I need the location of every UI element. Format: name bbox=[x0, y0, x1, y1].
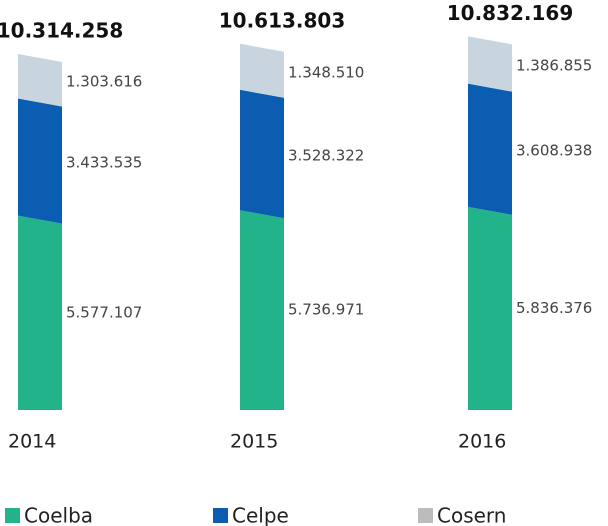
bar-segment bbox=[468, 83, 512, 215]
value-label: 5.836.376 bbox=[516, 299, 592, 317]
value-label: 5.577.107 bbox=[66, 303, 142, 321]
value-label: 1.303.616 bbox=[66, 73, 142, 91]
bar-segment bbox=[240, 43, 284, 98]
value-label: 1.348.510 bbox=[288, 63, 364, 81]
value-label: 5.736.971 bbox=[288, 301, 364, 319]
x-tick-label: 2015 bbox=[230, 431, 278, 453]
total-label: 10.314.258 bbox=[0, 19, 123, 43]
value-label: 1.386.855 bbox=[516, 56, 592, 74]
legend-swatch bbox=[213, 508, 228, 523]
x-tick-label: 2016 bbox=[458, 431, 506, 453]
bar-segment bbox=[468, 36, 512, 92]
x-tick-label: 2014 bbox=[8, 431, 56, 453]
total-label: 10.832.169 bbox=[447, 1, 574, 25]
bar-segment bbox=[18, 98, 62, 224]
value-label: 3.528.322 bbox=[288, 147, 364, 165]
total-label: 10.613.803 bbox=[219, 8, 346, 32]
bar-segment bbox=[240, 210, 284, 410]
bar-segment bbox=[18, 54, 62, 107]
legend-label: Cosern bbox=[437, 504, 506, 526]
legend-label: Celpe bbox=[232, 504, 289, 526]
bar-segment bbox=[240, 89, 284, 219]
legend-label: Coelba bbox=[24, 504, 93, 526]
legend-swatch bbox=[418, 508, 433, 523]
legend-swatch bbox=[5, 508, 20, 523]
bar-segment bbox=[468, 206, 512, 410]
value-label: 3.433.535 bbox=[66, 154, 142, 172]
bar-segment bbox=[18, 215, 62, 410]
value-label: 3.608.938 bbox=[516, 142, 592, 160]
